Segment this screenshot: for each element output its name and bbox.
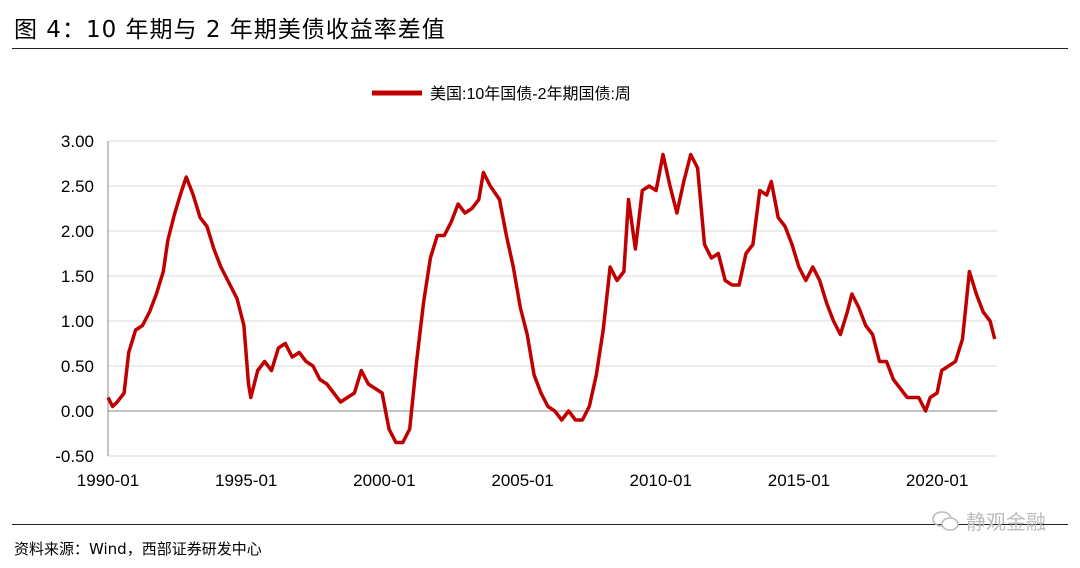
series-lines [106,152,997,445]
y-tick-label: -0.50 [55,447,94,466]
series-line [106,152,997,445]
x-tick-label: 2000-01 [353,471,415,490]
y-tick-label: 3.00 [61,132,94,151]
x-tick-label: 2015-01 [768,471,830,490]
y-tick-label: 2.00 [61,222,94,241]
y-tick-label: 1.00 [61,312,94,331]
top-divider [12,48,1068,49]
y-tick-label: 1.50 [61,267,94,286]
x-tick-label: 2020-01 [906,471,968,490]
source-note: 资料来源：Wind，西部证券研发中心 [14,540,262,558]
watermark-text: 静观金融 [966,510,1046,534]
y-tick-label: 0.00 [61,402,94,421]
x-tick-label: 1990-01 [77,471,139,490]
x-tick-label: 2005-01 [491,471,553,490]
wechat-icon [932,510,959,531]
x-axis-ticks: 1990-01 1995-01 2000-01 2005-01 2010-01 2015-… [77,471,969,490]
y-axis-ticks: 3.00 2.50 2.00 1.50 1.00 0.50 0.00 -0.50 [55,132,94,466]
y-tick-label: 0.50 [61,357,94,376]
legend: 美国:10年国债-2年期国债:周 [372,85,631,103]
watermark: 静观金融 [932,506,1046,535]
gridlines [108,140,997,457]
x-tick-label: 1995-01 [215,471,277,490]
y-tick-label: 2.50 [61,177,94,196]
bottom-divider [12,524,1068,525]
x-tick-label: 2010-01 [630,471,692,490]
chart-title: 图 4：10 年期与 2 年期美债收益率差值 [14,17,446,43]
legend-label: 美国:10年国债-2年期国债:周 [430,85,631,103]
